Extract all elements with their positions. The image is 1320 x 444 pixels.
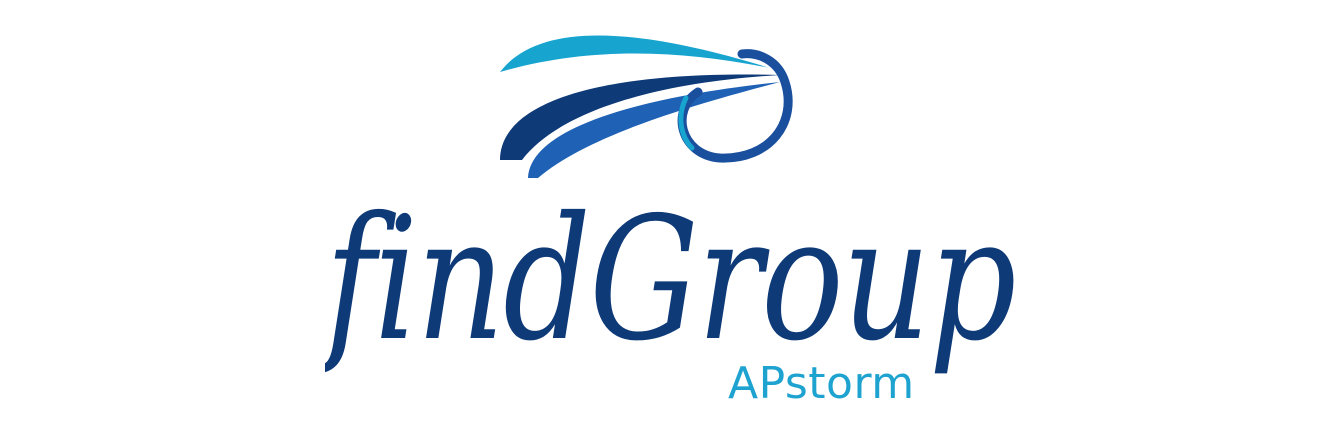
cyan-swoosh [500,35,770,72]
navy-swoosh [500,74,780,160]
subbrand-text: APstorm [728,358,915,409]
blue-swoosh [528,82,780,178]
wordmark: findGroup [325,181,1017,379]
orbit-ring-inner [678,95,695,151]
wordmark-text: findGroup [325,181,1015,379]
swoosh-orbit-icon [500,35,793,178]
orbit-ring [677,49,793,163]
